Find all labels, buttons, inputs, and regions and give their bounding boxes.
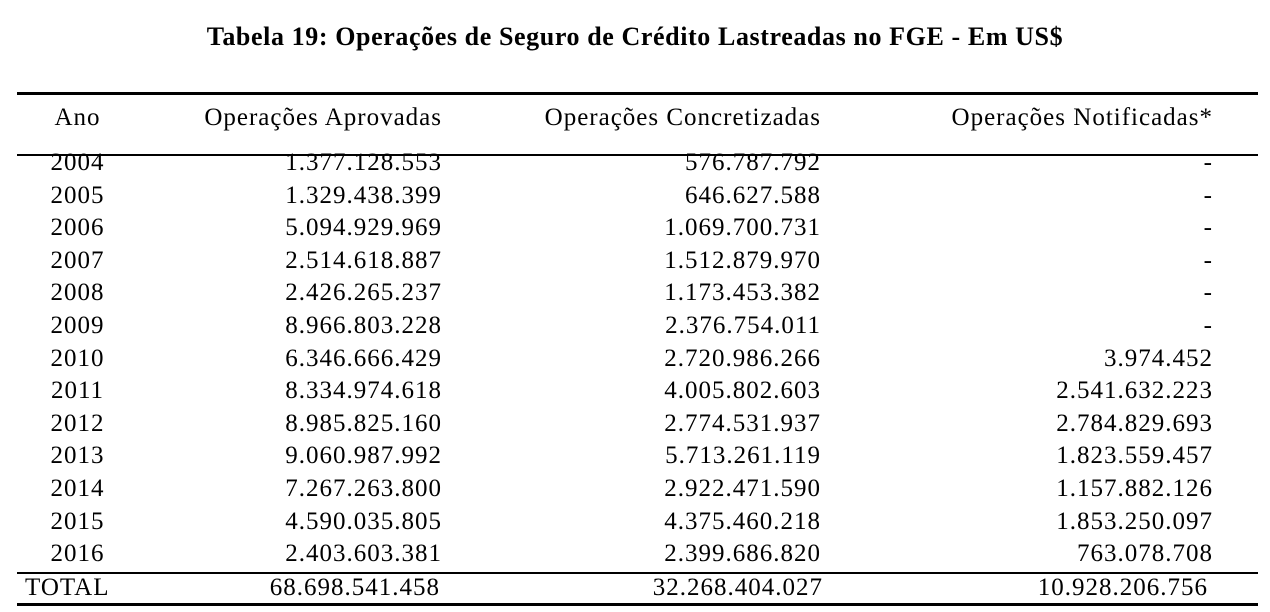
cell-concretizadas: 1.173.453.382 bbox=[664, 279, 821, 307]
total-rule bbox=[17, 572, 1258, 574]
cell-concretizadas: 576.787.792 bbox=[685, 149, 821, 176]
cell-ano: 2016 bbox=[50, 540, 105, 568]
cell-ano: 2009 bbox=[50, 312, 105, 339]
cell-ano: 2008 bbox=[50, 279, 105, 307]
cell-ano: 2004 bbox=[50, 149, 105, 176]
cell-notificadas: - bbox=[1203, 279, 1213, 307]
cell-aprovadas: 4.590.035.805 bbox=[285, 507, 442, 535]
table-title: Tabela 19: Operações de Seguro de Crédit… bbox=[206, 22, 1064, 51]
cell-concretizadas: 2.720.986.266 bbox=[664, 344, 821, 372]
cell-aprovadas: 8.966.803.228 bbox=[285, 312, 442, 339]
cell-notificadas: 1.853.250.097 bbox=[1056, 507, 1213, 535]
table-row: 2007 2.514.618.887 1.512.879.970 - bbox=[0, 245, 1270, 278]
cell-aprovadas: 2.403.603.381 bbox=[285, 540, 442, 568]
cell-concretizadas: 1.069.700.731 bbox=[664, 214, 821, 242]
table-row: 2005 1.329.438.399 646.627.588 - bbox=[0, 180, 1270, 213]
cell-concretizadas: 2.774.531.937 bbox=[664, 409, 821, 437]
total-label: TOTAL bbox=[25, 574, 110, 601]
cell-aprovadas: 6.346.666.429 bbox=[285, 344, 442, 372]
cell-aprovadas: 7.267.263.800 bbox=[285, 475, 442, 502]
total-notificadas: 10.928.206.756 bbox=[1037, 574, 1208, 601]
cell-concretizadas: 2.922.471.590 bbox=[664, 475, 821, 502]
cell-notificadas: - bbox=[1203, 214, 1213, 242]
table-row: 2009 8.966.803.228 2.376.754.011 - bbox=[0, 310, 1270, 343]
cell-notificadas: - bbox=[1203, 181, 1213, 209]
header-ano: Ano bbox=[54, 104, 101, 131]
cell-concretizadas: 646.627.588 bbox=[685, 181, 821, 209]
cell-concretizadas: 2.376.754.011 bbox=[665, 312, 821, 339]
cell-concretizadas: 2.399.686.820 bbox=[664, 540, 821, 568]
table-row: 2010 6.346.666.429 2.720.986.266 3.974.452 bbox=[0, 343, 1270, 376]
cell-notificadas: 763.078.708 bbox=[1077, 540, 1213, 568]
cell-concretizadas: 1.512.879.970 bbox=[664, 246, 821, 274]
header-rule bbox=[17, 154, 1258, 156]
cell-notificadas: - bbox=[1203, 312, 1213, 339]
table-row: 2008 2.426.265.237 1.173.453.382 - bbox=[0, 277, 1270, 310]
cell-notificadas: - bbox=[1203, 246, 1213, 274]
cell-aprovadas: 2.426.265.237 bbox=[285, 279, 442, 307]
cell-notificadas: 2.784.829.693 bbox=[1056, 409, 1213, 437]
cell-ano: 2005 bbox=[50, 181, 105, 209]
table-row: 2004 1.377.128.553 576.787.792 - bbox=[0, 147, 1270, 180]
table-row: 2012 8.985.825.160 2.774.531.937 2.784.829.… bbox=[0, 408, 1270, 441]
cell-notificadas: - bbox=[1203, 149, 1213, 176]
cell-ano: 2012 bbox=[50, 409, 105, 437]
total-row: TOTAL 68.698.541.458 32.268.404.027 10.9… bbox=[0, 572, 1270, 605]
total-concretizadas: 32.268.404.027 bbox=[652, 574, 823, 601]
cell-aprovadas: 1.377.128.553 bbox=[285, 149, 442, 176]
table-row: 2013 9.060.987.992 5.713.261.119 1.823.559.… bbox=[0, 440, 1270, 473]
cell-ano: 2006 bbox=[50, 214, 105, 242]
cell-concretizadas: 4.375.460.218 bbox=[664, 507, 821, 535]
table-row: 2014 7.267.263.800 2.922.471.590 1.157.882.… bbox=[0, 473, 1270, 506]
total-aprovadas: 68.698.541.458 bbox=[269, 574, 440, 601]
cell-aprovadas: 1.329.438.399 bbox=[285, 181, 442, 209]
table-row: 2006 5.094.929.969 1.069.700.731 - bbox=[0, 212, 1270, 245]
cell-ano: 2015 bbox=[50, 507, 105, 535]
cell-aprovadas: 2.514.618.887 bbox=[285, 246, 442, 274]
top-rule bbox=[17, 92, 1258, 95]
header-row: Ano Operações Aprovadas Operações Concre… bbox=[0, 102, 1270, 135]
cell-ano: 2014 bbox=[50, 475, 105, 502]
table-row: 2015 4.590.035.805 4.375.460.218 1.853.250.… bbox=[0, 506, 1270, 539]
cell-concretizadas: 5.713.261.119 bbox=[665, 442, 821, 470]
header-aprovadas: Operações Aprovadas bbox=[204, 104, 442, 131]
cell-notificadas: 2.541.632.223 bbox=[1056, 377, 1213, 405]
table-row: 2016 2.403.603.381 2.399.686.820 763.078.70… bbox=[0, 538, 1270, 571]
cell-aprovadas: 9.060.987.992 bbox=[285, 442, 442, 470]
table-row: 2011 8.334.974.618 4.005.802.603 2.541.632.… bbox=[0, 375, 1270, 408]
cell-notificadas: 1.823.559.457 bbox=[1056, 442, 1213, 470]
cell-aprovadas: 8.985.825.160 bbox=[285, 409, 442, 437]
bottom-rule bbox=[17, 603, 1258, 606]
cell-ano: 2010 bbox=[50, 344, 105, 372]
cell-notificadas: 1.157.882.126 bbox=[1056, 475, 1213, 502]
header-notificadas: Operações Notificadas* bbox=[951, 104, 1213, 131]
cell-aprovadas: 8.334.974.618 bbox=[285, 377, 442, 405]
cell-ano: 2013 bbox=[50, 442, 105, 470]
cell-ano: 2007 bbox=[50, 246, 105, 274]
cell-aprovadas: 5.094.929.969 bbox=[285, 214, 442, 242]
cell-ano: 2011 bbox=[50, 377, 105, 405]
cell-concretizadas: 4.005.802.603 bbox=[664, 377, 821, 405]
cell-notificadas: 3.974.452 bbox=[1104, 344, 1213, 372]
header-concretizadas: Operações Concretizadas bbox=[544, 104, 821, 131]
